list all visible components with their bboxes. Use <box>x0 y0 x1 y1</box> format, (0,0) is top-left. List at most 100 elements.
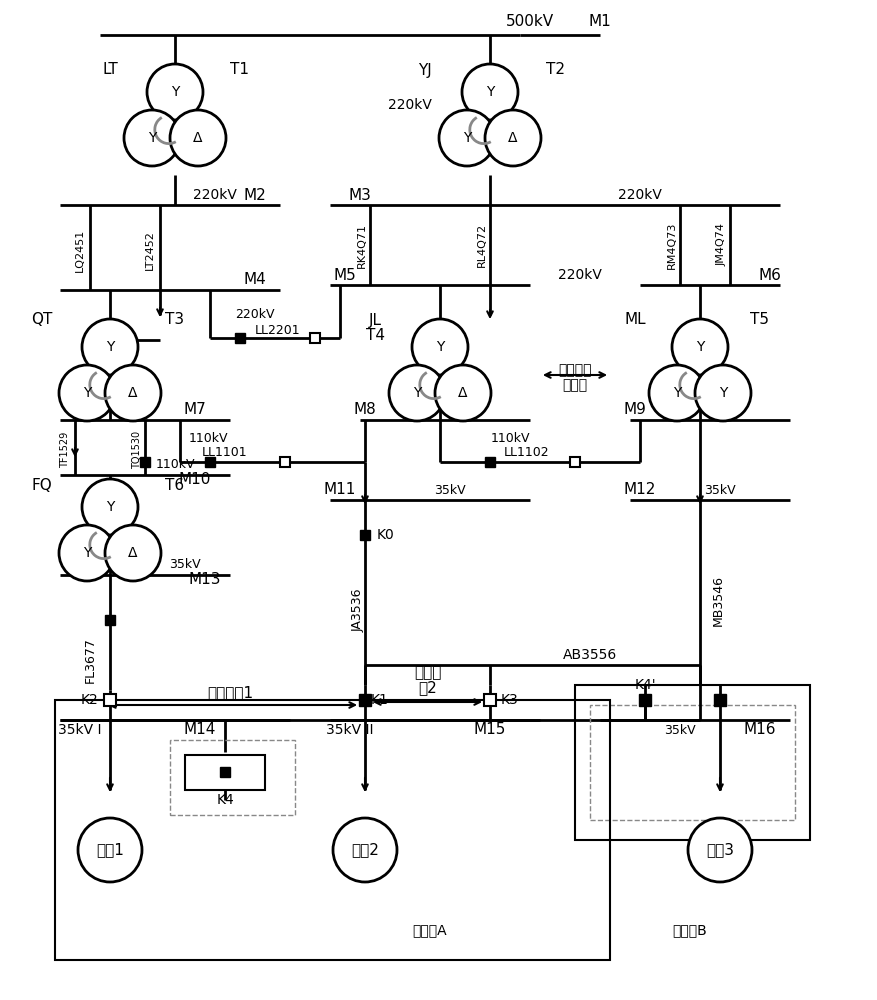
Text: 35kV: 35kV <box>169 558 201 572</box>
Text: LQ2451: LQ2451 <box>75 228 85 272</box>
Text: 500kV: 500kV <box>506 14 554 29</box>
Text: ML: ML <box>624 312 645 328</box>
Bar <box>235 333 245 343</box>
Bar <box>220 767 230 777</box>
Bar <box>575 685 810 840</box>
Text: K2: K2 <box>82 693 99 707</box>
Text: T4: T4 <box>366 328 384 342</box>
Circle shape <box>462 64 518 120</box>
Text: LT2452: LT2452 <box>145 230 155 270</box>
Text: Y: Y <box>695 340 704 354</box>
Text: M15: M15 <box>474 722 506 738</box>
Text: 的主变: 的主变 <box>562 378 588 392</box>
Text: 负荷1: 负荷1 <box>96 842 124 857</box>
Text: 110kV: 110kV <box>155 458 195 472</box>
Text: RL4Q72: RL4Q72 <box>477 223 487 267</box>
Text: TF1529: TF1529 <box>60 432 70 468</box>
Text: K4': K4' <box>634 678 656 692</box>
Text: LL1102: LL1102 <box>504 446 550 458</box>
Text: Y: Y <box>436 340 444 354</box>
Text: T5: T5 <box>751 312 769 328</box>
Bar <box>714 694 726 706</box>
Text: 35kV II: 35kV II <box>326 723 374 737</box>
Circle shape <box>59 525 115 581</box>
Text: RM4Q73: RM4Q73 <box>667 221 677 269</box>
Bar <box>104 694 116 706</box>
Text: T3: T3 <box>166 312 184 328</box>
Text: M2: M2 <box>244 188 267 202</box>
Text: Δ: Δ <box>509 131 517 145</box>
Text: LT: LT <box>102 62 118 78</box>
Text: JM4Q74: JM4Q74 <box>717 224 727 266</box>
Text: 组2: 组2 <box>418 680 438 696</box>
Bar <box>205 457 215 467</box>
Text: K1: K1 <box>371 693 389 707</box>
Text: M16: M16 <box>744 722 776 738</box>
Text: M8: M8 <box>353 402 376 418</box>
Text: M7: M7 <box>183 402 206 418</box>
Circle shape <box>78 818 142 882</box>
Text: JA3536: JA3536 <box>352 588 365 632</box>
Text: 35kV: 35kV <box>664 724 695 736</box>
Circle shape <box>147 64 203 120</box>
Text: 35kV I: 35kV I <box>58 723 102 737</box>
Text: Y: Y <box>148 131 156 145</box>
Text: TQ1530: TQ1530 <box>132 431 142 469</box>
Circle shape <box>82 479 138 535</box>
Text: 接线不同: 接线不同 <box>559 363 592 377</box>
Text: 220kV: 220kV <box>235 308 275 322</box>
Text: Y: Y <box>673 386 681 400</box>
Text: 合解环组1: 合解环组1 <box>207 686 253 700</box>
Text: 合解环: 合解环 <box>414 666 442 680</box>
Circle shape <box>82 319 138 375</box>
Text: M13: M13 <box>189 572 221 587</box>
Text: Y: Y <box>463 131 471 145</box>
Bar <box>484 694 496 706</box>
Text: Y: Y <box>486 85 494 99</box>
Circle shape <box>59 365 115 421</box>
Text: K3: K3 <box>501 693 519 707</box>
Text: T1: T1 <box>231 62 249 78</box>
Text: T6: T6 <box>166 478 184 492</box>
Circle shape <box>333 818 397 882</box>
Text: Y: Y <box>106 500 114 514</box>
Text: RK4Q71: RK4Q71 <box>357 223 367 267</box>
Bar <box>570 457 580 467</box>
Bar <box>639 694 651 706</box>
Bar <box>280 457 290 467</box>
Text: Δ: Δ <box>459 386 467 400</box>
Text: 220kV: 220kV <box>558 268 602 282</box>
Text: AB3556: AB3556 <box>563 648 617 662</box>
Text: 35kV: 35kV <box>434 484 466 496</box>
Text: Y: Y <box>106 340 114 354</box>
Text: 35kV: 35kV <box>704 484 736 496</box>
Bar <box>360 530 370 540</box>
Text: Y: Y <box>82 386 91 400</box>
Text: M14: M14 <box>184 722 217 738</box>
Circle shape <box>688 818 752 882</box>
Text: MB3546: MB3546 <box>711 574 724 626</box>
Text: Y: Y <box>171 85 179 99</box>
Text: 220kV: 220kV <box>388 98 432 112</box>
Text: M5: M5 <box>333 267 356 282</box>
Text: LL1101: LL1101 <box>203 446 248 458</box>
Text: Y: Y <box>719 386 727 400</box>
Text: M6: M6 <box>759 267 781 282</box>
Text: M11: M11 <box>324 483 356 497</box>
Circle shape <box>105 365 161 421</box>
Circle shape <box>435 365 491 421</box>
Bar <box>485 457 495 467</box>
Text: 变电站B: 变电站B <box>673 923 708 937</box>
Text: 110kV: 110kV <box>490 432 530 444</box>
Bar <box>105 615 115 625</box>
Text: Δ: Δ <box>128 546 138 560</box>
Text: Y: Y <box>413 386 421 400</box>
Text: M12: M12 <box>624 483 656 497</box>
Text: Δ: Δ <box>128 386 138 400</box>
Circle shape <box>485 110 541 166</box>
Bar <box>359 694 371 706</box>
Circle shape <box>695 365 751 421</box>
Text: 负荷3: 负荷3 <box>706 842 734 857</box>
Bar <box>55 700 610 960</box>
Circle shape <box>124 110 180 166</box>
